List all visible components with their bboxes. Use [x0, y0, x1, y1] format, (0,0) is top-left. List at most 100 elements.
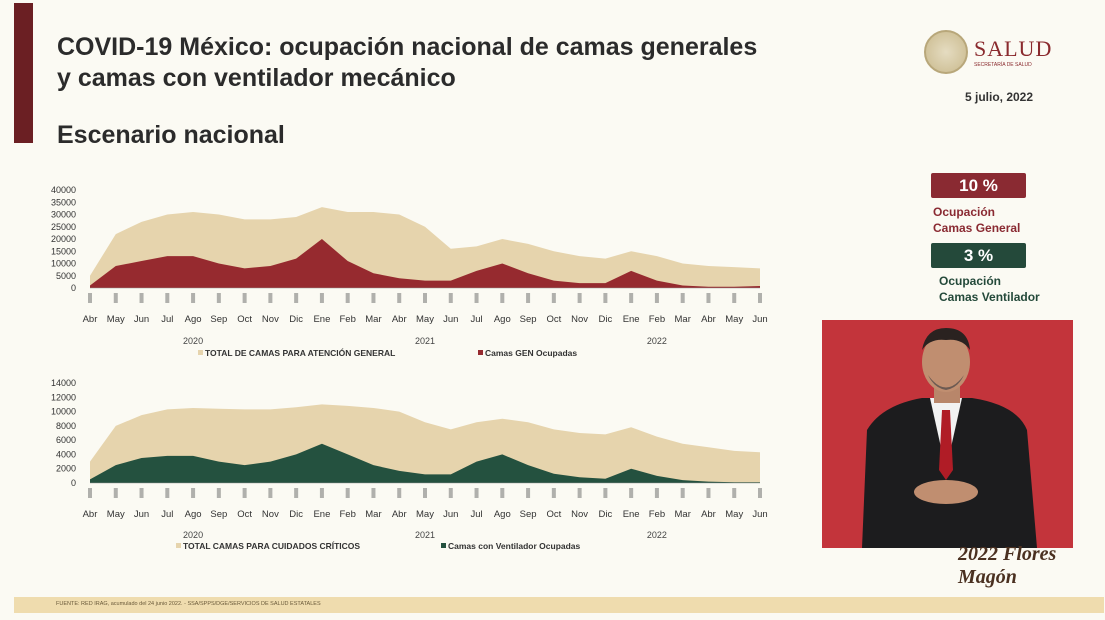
day-tick-label	[680, 488, 685, 498]
y-tick-label: 15000	[51, 246, 76, 256]
day-tick-label	[654, 488, 659, 498]
day-tick-label	[706, 488, 711, 498]
y-tick-label: 25000	[51, 222, 76, 232]
y-tick-label: 2000	[56, 464, 76, 474]
x-tick-label: Abr	[83, 509, 98, 520]
charts: 0500010000150002000025000300003500040000…	[51, 185, 768, 551]
day-tick-label	[88, 293, 92, 303]
y-tick-label: 5000	[56, 271, 76, 281]
legend-swatch	[198, 350, 203, 355]
year-label: 2020	[183, 530, 203, 540]
day-tick-label	[165, 293, 170, 303]
seal-icon	[924, 30, 968, 74]
day-tick-label	[577, 293, 582, 303]
x-tick-label: Sep	[210, 314, 227, 325]
x-tick-label: Ago	[494, 314, 511, 325]
day-tick-label	[423, 488, 427, 498]
page-title: COVID-19 México: ocupación nacional de c…	[57, 33, 758, 92]
x-tick-label: Oct	[546, 314, 561, 325]
general-occupancy-badge: 10 %	[931, 173, 1026, 198]
x-tick-label: Ago	[185, 509, 202, 520]
day-tick-label	[319, 488, 324, 498]
day-tick-label	[448, 488, 453, 498]
x-tick-label: May	[725, 509, 743, 520]
day-tick-label	[268, 488, 273, 498]
day-tick-label	[680, 293, 685, 303]
x-tick-label: Sep	[520, 314, 537, 325]
x-tick-label: Ene	[313, 314, 330, 325]
x-tick-label: Abr	[392, 509, 407, 520]
y-tick-label: 20000	[51, 234, 76, 244]
series-area-occupied	[90, 443, 760, 483]
day-tick-label	[242, 293, 247, 303]
ventilator-occupancy-label: Ocupación Camas Ventilador	[939, 274, 1040, 304]
day-tick-label	[448, 293, 453, 303]
page-subtitle: Escenario nacional	[57, 121, 285, 149]
day-tick-label	[139, 488, 144, 498]
x-tick-label: May	[416, 314, 434, 325]
x-tick-label: Abr	[701, 509, 716, 520]
x-tick-label: Abr	[701, 314, 716, 325]
day-tick-label	[500, 293, 505, 303]
x-tick-label: Dic	[289, 509, 303, 520]
x-tick-label: May	[107, 509, 125, 520]
day-tick-label	[654, 293, 659, 303]
general-occupancy-label: Ocupación Camas General	[933, 205, 1021, 235]
logo-text: SALUD	[974, 36, 1053, 61]
day-tick-label	[371, 293, 376, 303]
day-tick-label	[397, 293, 402, 303]
day-tick-label	[603, 488, 608, 498]
y-tick-label: 0	[71, 283, 76, 293]
legend-swatch	[441, 543, 446, 548]
x-tick-label: Oct	[546, 509, 561, 520]
source-note: FUENTE: RED IRAG, acumulado del 24 junio…	[56, 601, 321, 607]
day-tick-label	[139, 293, 144, 303]
legend-entry: TOTAL CAMAS PARA CUIDADOS CRÍTICOS	[183, 541, 360, 551]
day-tick-label	[88, 488, 92, 498]
x-tick-label: Abr	[392, 314, 407, 325]
day-tick-label	[423, 293, 427, 303]
legend-entry: Camas GEN Ocupadas	[485, 348, 577, 358]
day-tick-label	[345, 293, 350, 303]
day-tick-label	[191, 293, 196, 303]
sign-language-interpreter-video	[822, 320, 1073, 548]
y-tick-label: 0	[71, 478, 76, 488]
y-tick-label: 30000	[51, 210, 76, 220]
day-tick-label	[758, 488, 762, 498]
day-tick-label	[758, 293, 762, 303]
x-tick-label: Nov	[262, 314, 279, 325]
day-tick-label	[113, 293, 118, 303]
x-tick-label: Ene	[623, 314, 640, 325]
x-tick-label: Jun	[134, 314, 149, 325]
year-label: 2021	[415, 336, 435, 346]
y-tick-label: 14000	[51, 378, 76, 388]
x-tick-label: Dic	[289, 314, 303, 325]
x-tick-label: Mar	[365, 509, 381, 520]
y-tick-label: 8000	[56, 421, 76, 431]
day-tick-label	[577, 488, 582, 498]
salud-logo: SALUD SECRETARÍA DE SALUD	[924, 30, 1052, 74]
x-tick-label: Abr	[83, 314, 98, 325]
x-tick-label: Mar	[365, 314, 381, 325]
y-tick-label: 10000	[51, 259, 76, 269]
x-tick-label: Ago	[494, 509, 511, 520]
year-label: 2021	[415, 530, 435, 540]
day-tick-label	[526, 293, 531, 303]
x-tick-label: Ago	[185, 314, 202, 325]
x-tick-label: Ene	[313, 509, 330, 520]
x-tick-label: Jun	[443, 509, 458, 520]
y-tick-label: 35000	[51, 197, 76, 207]
day-tick-label	[474, 293, 479, 303]
x-tick-label: May	[107, 314, 125, 325]
day-tick-label	[706, 293, 711, 303]
day-tick-label	[191, 488, 196, 498]
date: 5 julio, 2022	[965, 90, 1034, 104]
day-tick-label	[397, 488, 402, 498]
x-tick-label: May	[416, 509, 434, 520]
x-tick-label: Nov	[262, 509, 279, 520]
x-tick-label: Feb	[649, 314, 665, 325]
day-tick-label	[165, 488, 170, 498]
day-tick-label	[268, 293, 273, 303]
x-tick-label: Jul	[161, 314, 173, 325]
day-tick-label	[113, 488, 118, 498]
